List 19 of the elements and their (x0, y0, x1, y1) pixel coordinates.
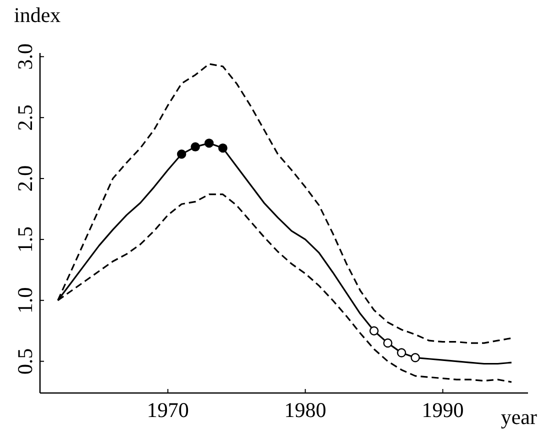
y-tick-label: 1.0 (13, 287, 37, 314)
x-tick-label: 1980 (284, 398, 326, 422)
x-axis-title: year (500, 405, 537, 429)
y-tick-label: 2.5 (13, 104, 37, 131)
point (410, 353, 420, 362)
y-tick-label: 1.5 (13, 226, 37, 253)
point (396, 348, 406, 358)
point (176, 150, 186, 159)
x-tick-label: 1990 (422, 398, 464, 422)
point (218, 143, 228, 153)
y-tick-label: 0.5 (13, 348, 37, 374)
point (190, 142, 200, 152)
point (204, 138, 214, 148)
y-tick-label: 3.0 (13, 44, 37, 70)
point (383, 338, 392, 348)
x-tick-label: 1970 (146, 398, 189, 422)
y-axis-title: index (14, 3, 62, 27)
point (369, 326, 379, 336)
y-tick-label: 2.0 (13, 165, 37, 192)
